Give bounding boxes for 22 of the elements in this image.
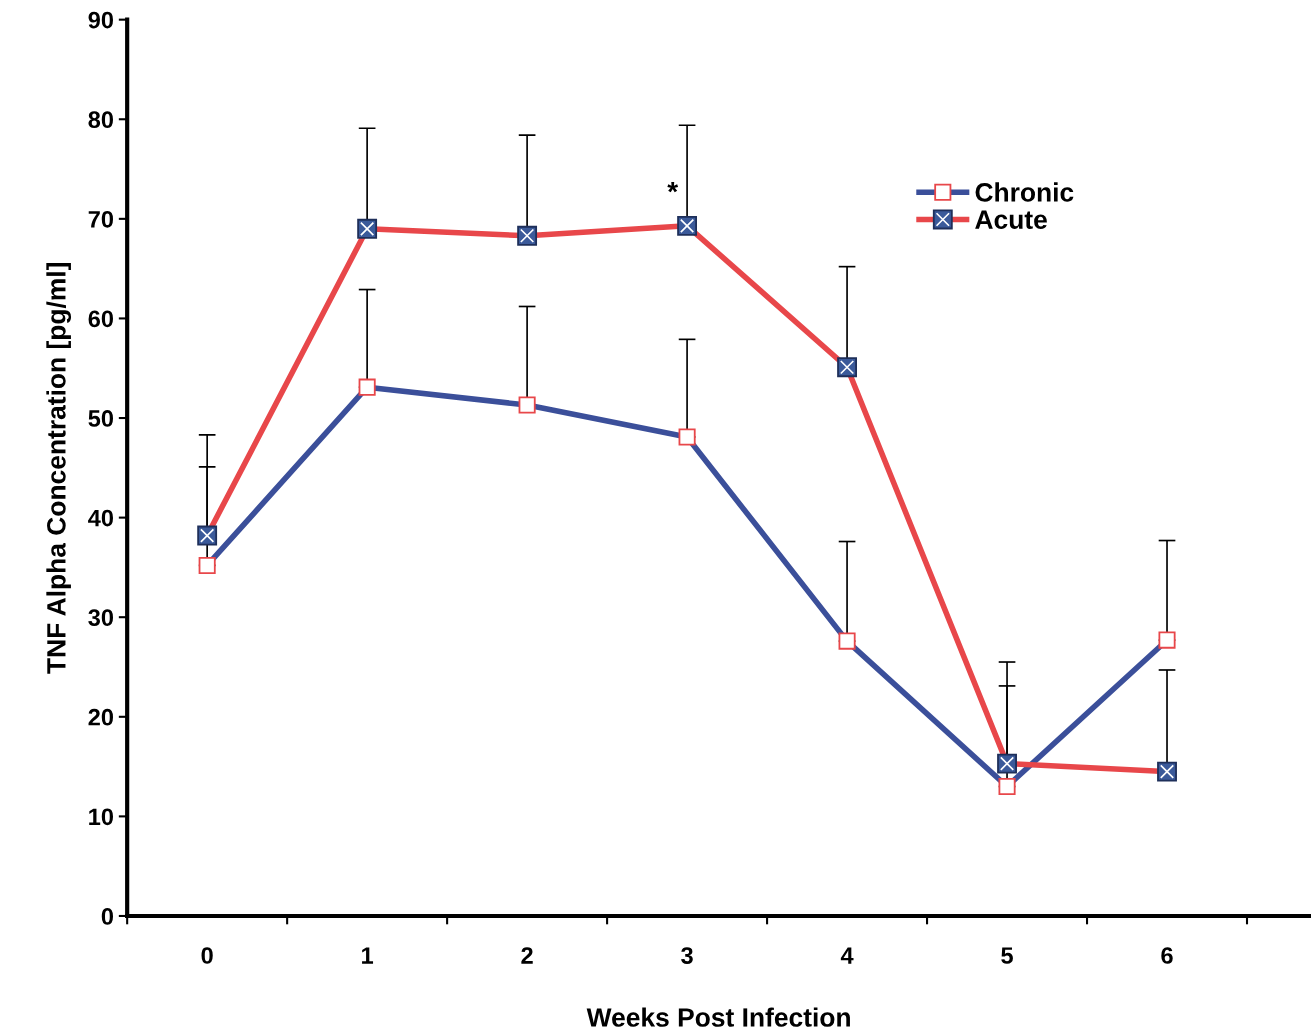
y-tick-label: 30 xyxy=(88,609,114,627)
x-tick-label: 3 xyxy=(681,947,693,964)
y-tick-label: 20 xyxy=(88,708,114,726)
legend-label: Chronic xyxy=(975,182,1074,202)
y-axis-title: TNF Alpha Concentration [pg/ml] xyxy=(46,263,72,674)
x-tick-label: 2 xyxy=(521,947,533,964)
x-tick-label: 1 xyxy=(362,947,374,964)
x-tick-label: 6 xyxy=(1161,947,1173,964)
annotation: * xyxy=(667,182,679,193)
x-tick-label: 5 xyxy=(1001,947,1013,964)
y-tick-label: 70 xyxy=(88,210,114,228)
x-tick-label: 4 xyxy=(840,947,854,964)
y-tick-label: 10 xyxy=(89,808,114,826)
y-tick-label: 50 xyxy=(88,410,114,427)
x-axis-title: Weeks Post Infection xyxy=(586,1007,850,1027)
y-tick-label: 60 xyxy=(88,310,114,328)
y-tick-label: 80 xyxy=(88,111,114,129)
y-tick-label: 90 xyxy=(88,11,114,29)
y-tick-label: 40 xyxy=(88,509,114,527)
x-tick-label: 0 xyxy=(201,947,213,964)
y-tick-label: 0 xyxy=(101,908,114,925)
legend-label: Acute xyxy=(975,210,1047,229)
